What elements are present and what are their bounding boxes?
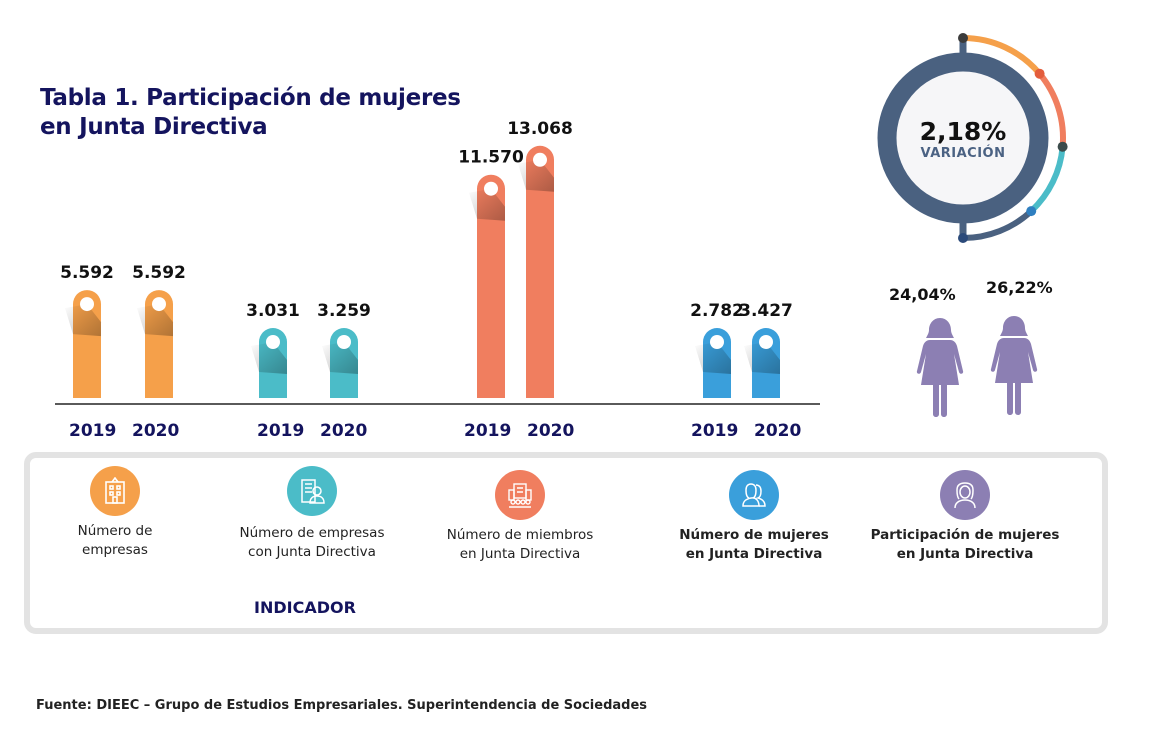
bar-shadow-n-mero-de-empresas-2019 <box>65 304 101 337</box>
bar-pin-n-mero-de-empresas-2019 <box>80 297 94 312</box>
year-label-n-mero-de-miembros-en-junta-directiva-2019: 2019 <box>464 421 511 441</box>
indicator-legend-panel <box>24 452 1108 634</box>
women-icon <box>729 470 779 520</box>
year-label-n-mero-de-empresas-con-junta-directiva-2020: 2020 <box>320 421 367 441</box>
bar-pin-n-mero-de-mujeres-en-junta-directiva-2020 <box>759 335 773 349</box>
year-label-n-mero-de-mujeres-en-junta-directiva-2020: 2020 <box>754 421 801 441</box>
variation-value: 2,18% <box>919 117 1007 146</box>
arc-marker-bottom <box>958 233 968 243</box>
arc-segment-empresas <box>960 35 1043 77</box>
value-label-n-mero-de-mujeres-en-junta-directiva-2020: 3.427 <box>739 301 793 321</box>
year-label-n-mero-de-mujeres-en-junta-directiva-2019: 2019 <box>691 421 738 441</box>
indicator-miembros-junta: Número de miembros en Junta Directiva <box>430 470 610 564</box>
bar-pin-n-mero-de-miembros-en-junta-directiva-2019 <box>484 181 498 196</box>
indicator-label-line-1: Número de empresas <box>239 525 385 541</box>
year-label-n-mero-de-miembros-en-junta-directiva-2020: 2020 <box>527 421 574 441</box>
year-label-n-mero-de-empresas-2020: 2020 <box>132 421 179 441</box>
indicator-label-line-2: empresas <box>82 542 148 558</box>
arc-marker-3 <box>1026 206 1037 217</box>
chart-title: Tabla 1. Participación de mujeres en Jun… <box>40 84 461 142</box>
arc-marker-2 <box>1057 141 1068 152</box>
value-label-n-mero-de-empresas-con-junta-directiva-2019: 3.031 <box>246 301 300 321</box>
indicator-label-line-2: en Junta Directiva <box>685 546 823 562</box>
value-label-n-mero-de-empresas-con-junta-directiva-2020: 3.259 <box>317 301 371 321</box>
indicator-label-line-2: con Junta Directiva <box>248 544 376 560</box>
bar-n-mero-de-miembros-en-junta-directiva-2019 <box>477 174 505 398</box>
bar-pin-n-mero-de-empresas-con-junta-directiva-2020 <box>337 335 351 349</box>
arc-marker-top <box>958 33 968 43</box>
woman-figure-2020 <box>990 316 1038 415</box>
bar-shadow-n-mero-de-miembros-en-junta-directiva-2019 <box>469 188 505 221</box>
indicator-label-line-2: en Junta Directiva <box>896 546 1034 562</box>
bar-shadow-n-mero-de-empresas-con-junta-directiva-2020 <box>322 342 358 374</box>
title-line-2: en Junta Directiva <box>40 114 268 140</box>
year-label-n-mero-de-empresas-con-junta-directiva-2019: 2019 <box>257 421 304 441</box>
indicator-empresas-junta: Número de empresas con Junta Directiva <box>222 466 402 562</box>
arc-marker-1 <box>1034 68 1045 79</box>
variation-caption: VARIACIÓN <box>920 146 1006 161</box>
bar-shadow-n-mero-de-miembros-en-junta-directiva-2020 <box>518 159 554 192</box>
bar-pin-n-mero-de-empresas-2020 <box>152 297 166 312</box>
year-label-n-mero-de-empresas-2019: 2019 <box>69 421 116 441</box>
building-icon <box>90 466 140 516</box>
participation-2019-label: 24,04% <box>889 285 956 304</box>
indicator-label-line-1: Número de miembros <box>446 527 594 543</box>
indicator-label-line-1: Número de <box>77 523 153 539</box>
source-note: Fuente: DIEEC – Grupo de Estudios Empres… <box>36 698 648 713</box>
value-label-n-mero-de-miembros-en-junta-directiva-2019: 11.570 <box>458 148 524 168</box>
value-label-n-mero-de-empresas-2019: 5.592 <box>60 263 114 283</box>
value-label-n-mero-de-miembros-en-junta-directiva-2020: 13.068 <box>507 119 573 139</box>
value-label-n-mero-de-mujeres-en-junta-directiva-2019: 2.782 <box>690 301 744 321</box>
value-label-n-mero-de-empresas-2020: 5.592 <box>132 263 186 283</box>
bar-shadow-n-mero-de-empresas-2020 <box>137 304 173 337</box>
variation-label: 2,18% VARIACIÓN <box>898 117 1028 161</box>
bar-shadow-n-mero-de-empresas-con-junta-directiva-2019 <box>251 342 287 374</box>
arc-segment-empresas-jd <box>1029 146 1066 214</box>
office-person-icon <box>287 466 337 516</box>
indicator-participacion-mujeres: Participación de mujeres en Junta Direct… <box>860 470 1070 564</box>
woman-icon <box>940 470 990 520</box>
arc-segment-miembros <box>1037 71 1066 147</box>
woman-figure-2019 <box>916 318 964 417</box>
title-line-1: Tabla 1. Participación de mujeres <box>40 85 461 111</box>
participation-2020-label: 26,22% <box>986 278 1053 297</box>
x-axis-label-indicador: INDICADOR <box>254 598 356 617</box>
indicator-mujeres-junta: Número de mujeres en Junta Directiva <box>664 470 844 564</box>
indicator-label-line-1: Participación de mujeres <box>870 527 1060 543</box>
bar-pin-n-mero-de-mujeres-en-junta-directiva-2019 <box>710 335 724 349</box>
board-members-icon <box>495 470 545 520</box>
bar-shadow-n-mero-de-mujeres-en-junta-directiva-2020 <box>744 342 780 374</box>
indicator-label-line-2: en Junta Directiva <box>459 546 581 562</box>
variation-ring <box>877 33 1068 243</box>
bar-n-mero-de-miembros-en-junta-directiva-2020 <box>526 145 554 398</box>
bar-pin-n-mero-de-empresas-con-junta-directiva-2019 <box>266 335 280 349</box>
bar-pin-n-mero-de-miembros-en-junta-directiva-2020 <box>533 152 547 167</box>
indicator-numero-empresas: Número de empresas <box>50 466 180 560</box>
arc-segment-mujeres <box>962 208 1034 241</box>
bar-shadow-n-mero-de-mujeres-en-junta-directiva-2019 <box>695 342 731 374</box>
indicator-label-line-1: Número de mujeres <box>679 527 829 543</box>
